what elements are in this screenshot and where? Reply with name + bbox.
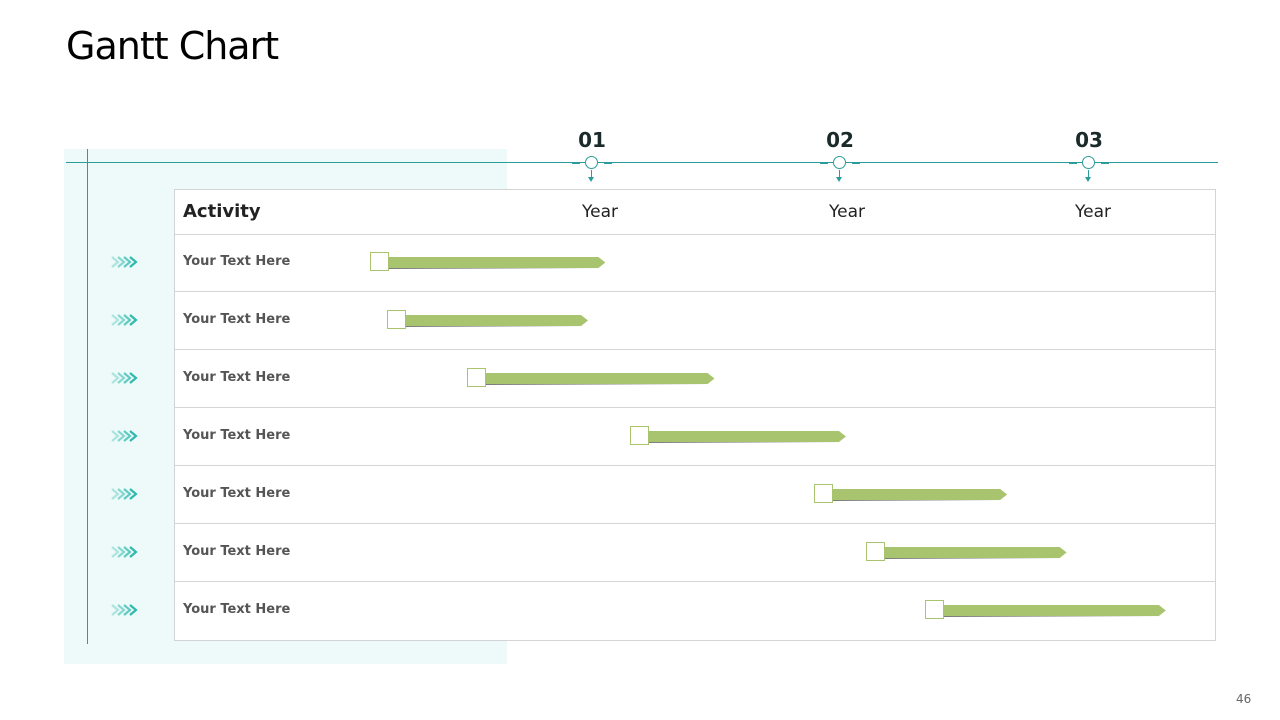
task-label: Your Text Here xyxy=(183,544,291,559)
milestone-dash xyxy=(852,162,860,164)
chevrons-right-icon xyxy=(111,546,138,558)
milestone-dash xyxy=(1069,162,1077,164)
milestone-dot xyxy=(585,156,598,169)
task-bar-arrow xyxy=(475,373,715,384)
milestone-stem xyxy=(1088,170,1089,178)
timeline-line xyxy=(66,162,1218,163)
task-bar-arrow xyxy=(395,315,588,326)
milestone-arrow xyxy=(588,177,594,182)
task-start-checkbox xyxy=(369,252,389,271)
milestone-dash xyxy=(572,162,580,164)
task-bar-arrow xyxy=(378,257,606,268)
task-bar xyxy=(630,426,846,448)
gantt-row: Your Text Here xyxy=(175,524,1215,582)
task-start-checkbox xyxy=(630,426,650,445)
gantt-row: Your Text Here xyxy=(175,234,1215,292)
milestone-2: 02 xyxy=(810,128,870,188)
slide-title: Gantt Chart xyxy=(66,24,279,68)
gantt-row: Your Text Here xyxy=(175,350,1215,408)
task-start-checkbox xyxy=(466,368,486,387)
side-vertical-line xyxy=(87,149,88,644)
milestone-1: 01 xyxy=(562,128,622,188)
milestone-dot xyxy=(1082,156,1095,169)
task-bar xyxy=(466,368,715,390)
task-start-checkbox xyxy=(813,484,833,503)
period-label-3: Year xyxy=(1075,202,1111,222)
gantt-row: Your Text Here xyxy=(175,582,1215,640)
milestone-number: 03 xyxy=(1075,128,1103,152)
task-start-checkbox xyxy=(865,542,885,561)
task-label: Your Text Here xyxy=(183,486,291,501)
milestone-arrow xyxy=(836,177,842,182)
chevrons-right-icon xyxy=(111,372,138,384)
gantt-header-row: Activity Year Year Year xyxy=(175,190,1215,235)
task-bar-arrow xyxy=(874,547,1067,558)
task-bar xyxy=(369,252,606,274)
chevrons-right-icon xyxy=(111,256,138,268)
milestone-arrow xyxy=(1085,177,1091,182)
gantt-table: Activity Year Year Year Your Text Here Yo… xyxy=(174,189,1216,641)
activity-column-header: Activity xyxy=(183,201,261,222)
task-bar-arrow xyxy=(638,431,846,442)
milestone-stem xyxy=(591,170,592,178)
task-bar xyxy=(865,542,1067,564)
chevrons-right-icon xyxy=(111,488,138,500)
task-label: Your Text Here xyxy=(183,602,291,617)
task-bar-arrow xyxy=(822,489,1007,500)
milestone-dash xyxy=(604,162,612,164)
task-bar-arrow xyxy=(933,605,1166,616)
chevrons-right-icon xyxy=(111,314,138,326)
task-bar xyxy=(813,484,1007,506)
task-start-checkbox xyxy=(925,600,945,619)
gantt-row: Your Text Here xyxy=(175,466,1215,524)
task-bar xyxy=(387,310,588,332)
task-label: Your Text Here xyxy=(183,312,291,327)
milestone-3: 03 xyxy=(1059,128,1119,188)
chevrons-right-icon xyxy=(111,430,138,442)
milestone-dot xyxy=(833,156,846,169)
chevrons-right-icon xyxy=(111,604,138,616)
gantt-row: Your Text Here xyxy=(175,408,1215,466)
period-label-2: Year xyxy=(829,202,865,222)
milestone-stem xyxy=(839,170,840,178)
milestone-dash xyxy=(1101,162,1109,164)
task-start-checkbox xyxy=(387,310,407,329)
task-bar xyxy=(925,600,1166,622)
page-number: 46 xyxy=(1236,692,1252,706)
task-label: Your Text Here xyxy=(183,254,291,269)
milestone-number: 01 xyxy=(578,128,606,152)
period-label-1: Year xyxy=(582,202,618,222)
gantt-row: Your Text Here xyxy=(175,292,1215,350)
milestone-dash xyxy=(820,162,828,164)
task-label: Your Text Here xyxy=(183,428,291,443)
milestone-number: 02 xyxy=(826,128,854,152)
task-label: Your Text Here xyxy=(183,370,291,385)
